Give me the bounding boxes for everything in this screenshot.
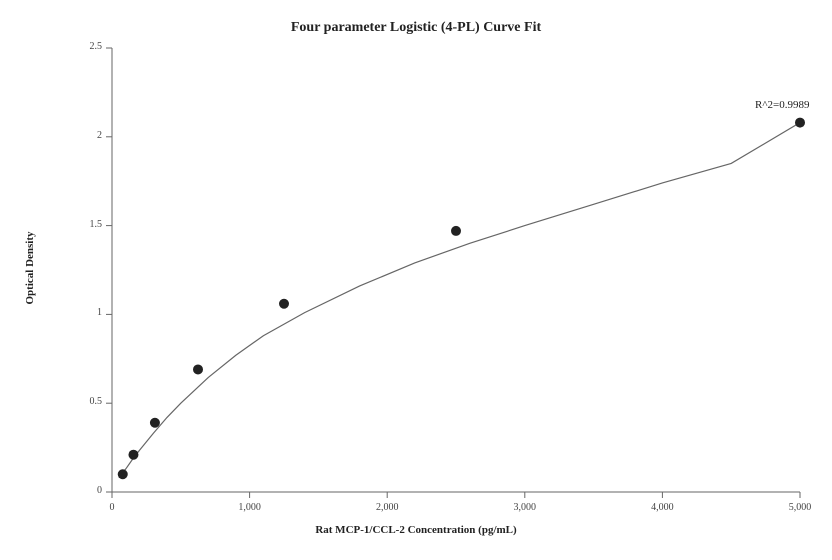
x-tick-label: 2,000 — [367, 502, 407, 513]
data-point — [118, 469, 128, 479]
x-tick-label: 5,000 — [780, 502, 820, 513]
data-point — [150, 418, 160, 428]
y-tick-label: 0.5 — [90, 396, 103, 407]
y-tick-label: 2.5 — [90, 41, 103, 52]
y-tick-label: 1 — [97, 307, 102, 318]
x-tick-label: 1,000 — [230, 502, 270, 513]
fit-curve — [119, 123, 800, 478]
data-point — [128, 450, 138, 460]
x-tick-label: 4,000 — [642, 502, 682, 513]
data-point — [279, 299, 289, 309]
chart-container: Four parameter Logistic (4-PL) Curve Fit… — [0, 0, 832, 560]
y-tick-label: 1.5 — [90, 219, 103, 230]
chart-svg — [0, 0, 832, 560]
data-point — [193, 364, 203, 374]
data-point — [451, 226, 461, 236]
x-tick-label: 3,000 — [505, 502, 545, 513]
y-tick-label: 2 — [97, 130, 102, 141]
y-tick-label: 0 — [97, 485, 102, 496]
x-tick-label: 0 — [92, 502, 132, 513]
data-point — [795, 118, 805, 128]
